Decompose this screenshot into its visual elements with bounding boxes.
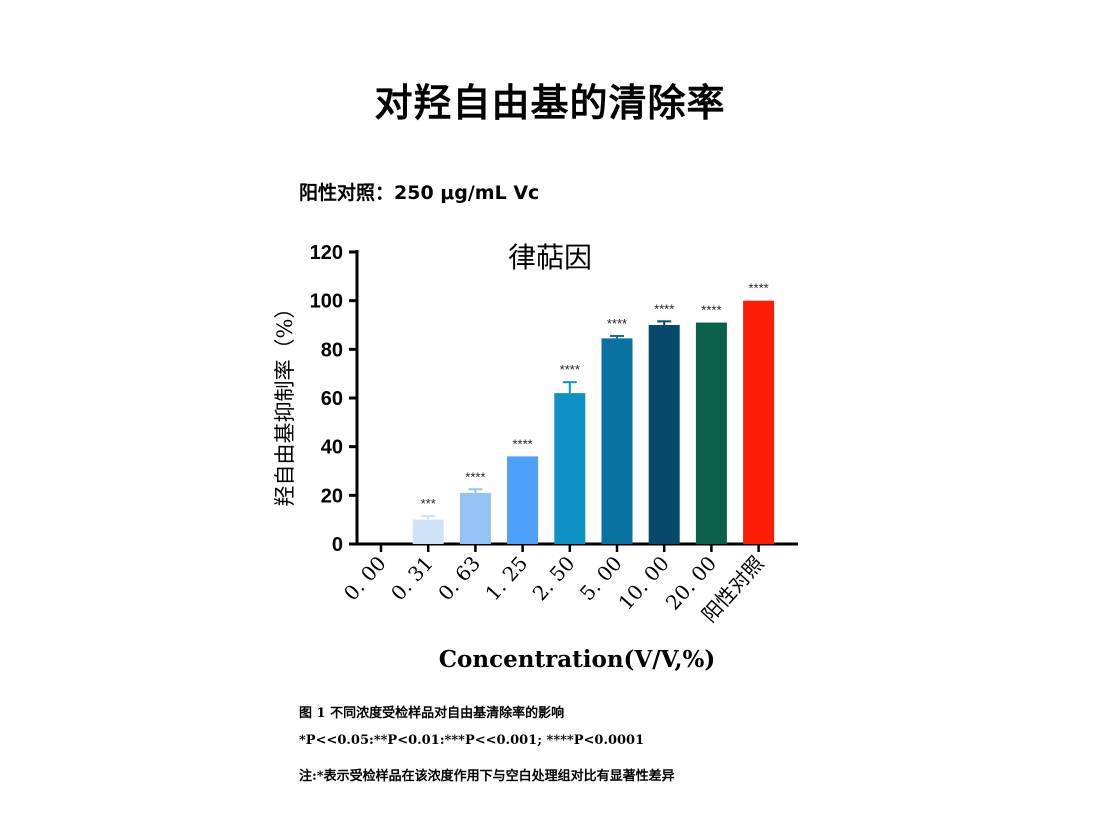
significance-note: 注:*表示受检样品在该浓度作用下与空白处理组对比有显著性差异 — [299, 769, 675, 784]
significance-label: **** — [654, 301, 674, 316]
bar — [554, 393, 586, 544]
bar — [743, 300, 775, 544]
x-tick-label: 0. 00 — [339, 551, 391, 605]
x-tick-label: 2. 50 — [528, 551, 580, 605]
significance-label: **** — [701, 303, 721, 318]
significance-label: **** — [748, 281, 768, 296]
y-tick-label: 0 — [332, 534, 343, 556]
y-tick-label: 60 — [321, 388, 343, 410]
bar — [695, 322, 727, 544]
bar-chart: 律萜因 羟自由基抑制率（%） Concentration(V/V,%) 0 20 4… — [273, 241, 798, 673]
bar — [412, 519, 444, 544]
bar — [601, 338, 633, 544]
figure-caption: 图 1 不同浓度受检样品对自由基清除率的影响 — [299, 706, 565, 721]
y-tick-label: 20 — [321, 485, 343, 507]
bar — [648, 325, 680, 544]
significance-label: *** — [421, 496, 436, 511]
significance-label: **** — [465, 469, 485, 484]
significance-label: **** — [560, 362, 580, 377]
chart-title: 律萜因 — [508, 241, 592, 274]
y-tick-label: 80 — [321, 339, 343, 361]
x-axis-label: Concentration(V/V,%) — [439, 646, 716, 673]
significance-label: **** — [607, 316, 627, 331]
x-tick-label: 1. 25 — [480, 551, 532, 605]
x-tick-label: 0. 63 — [433, 551, 485, 605]
significance-legend: *P<<0.05:**P<0.01:***P<<0.001; ****P<0.0… — [299, 733, 645, 748]
x-tick-label: 10. 00 — [614, 551, 674, 614]
y-tick-label: 40 — [321, 437, 343, 459]
y-tick-label: 100 — [310, 291, 343, 313]
x-tick-label: 0. 31 — [386, 551, 438, 605]
y-tick-label: 120 — [310, 242, 343, 264]
significance-label: **** — [512, 436, 532, 451]
bar — [507, 456, 539, 544]
bar — [459, 492, 491, 544]
positive-control-note: 阳性对照：250 μg/mL Vc — [299, 182, 540, 204]
y-axis-label: 羟自由基抑制率（%） — [273, 298, 297, 507]
page-title: 对羟自由基的清除率 — [374, 80, 726, 125]
